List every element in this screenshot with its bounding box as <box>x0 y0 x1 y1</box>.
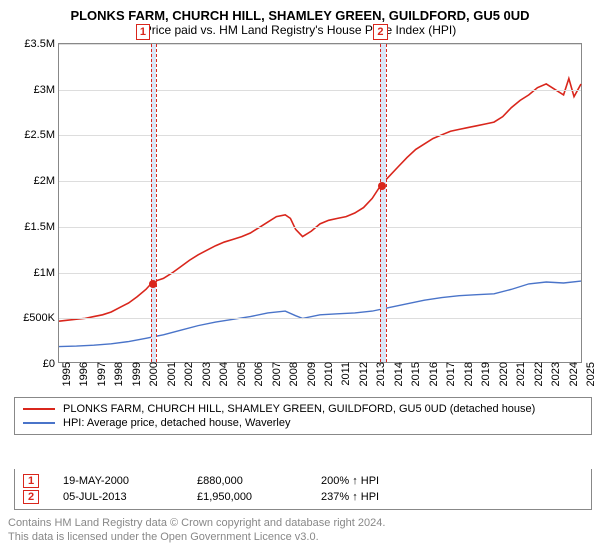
x-tick-label: 2014 <box>391 362 405 386</box>
sale-dot <box>378 182 386 190</box>
sale-marker-label: 1 <box>136 24 150 40</box>
x-tick-label: 2025 <box>583 362 597 386</box>
sale-row: 1 19-MAY-2000 £880,000 200% ↑ HPI <box>23 473 583 489</box>
x-tick-label: 2007 <box>269 362 283 386</box>
chart-area: £0£500K£1M£1.5M£2M£2.5M£3M£3.5M199519961… <box>8 43 592 363</box>
page-subtitle: Price paid vs. HM Land Registry's House … <box>8 23 592 37</box>
sales-table: 1 19-MAY-2000 £880,000 200% ↑ HPI 2 05-JUL-20… <box>14 469 592 510</box>
x-tick-label: 2018 <box>461 362 475 386</box>
gridline <box>59 135 581 136</box>
x-tick-label: 2017 <box>443 362 457 386</box>
footnote-line: Contains HM Land Registry data © Crown c… <box>8 516 592 530</box>
sale-dot <box>149 280 157 288</box>
legend-label: PLONKS FARM, CHURCH HILL, SHAMLEY GREEN,… <box>63 403 535 415</box>
x-tick-label: 1995 <box>59 362 73 386</box>
sale-vs-hpi: 200% ↑ HPI <box>321 475 379 487</box>
y-tick-label: £3.5M <box>24 38 59 50</box>
gridline <box>59 318 581 319</box>
x-tick-label: 2009 <box>304 362 318 386</box>
legend-item: PLONKS FARM, CHURCH HILL, SHAMLEY GREEN,… <box>23 402 583 416</box>
line-series <box>59 44 581 362</box>
y-tick-label: £1M <box>34 267 59 279</box>
x-tick-label: 2012 <box>356 362 370 386</box>
y-tick-label: £2M <box>34 175 59 187</box>
legend: PLONKS FARM, CHURCH HILL, SHAMLEY GREEN,… <box>14 397 592 435</box>
sale-index: 1 <box>23 474 39 488</box>
x-tick-label: 2022 <box>531 362 545 386</box>
x-tick-label: 2001 <box>164 362 178 386</box>
legend-swatch <box>23 422 55 424</box>
sale-index: 2 <box>23 490 39 504</box>
sale-price: £1,950,000 <box>197 491 297 503</box>
series-property <box>59 78 581 321</box>
footnote-line: This data is licensed under the Open Gov… <box>8 530 592 544</box>
y-tick-label: £2.5M <box>24 129 59 141</box>
sale-date: 19-MAY-2000 <box>63 475 173 487</box>
x-tick-label: 2024 <box>566 362 580 386</box>
x-tick-label: 1998 <box>111 362 125 386</box>
x-tick-label: 2006 <box>251 362 265 386</box>
x-tick-label: 2021 <box>513 362 527 386</box>
sale-marker-label: 2 <box>373 24 387 40</box>
series-hpi <box>59 281 581 346</box>
band-edge <box>156 44 157 362</box>
sale-vs-hpi: 237% ↑ HPI <box>321 491 379 503</box>
band-edge <box>386 44 387 362</box>
legend-swatch <box>23 408 55 410</box>
x-tick-label: 2002 <box>181 362 195 386</box>
gridline <box>59 273 581 274</box>
band-edge <box>151 44 152 362</box>
y-tick-label: £500K <box>23 312 59 324</box>
band-edge <box>380 44 381 362</box>
footnote: Contains HM Land Registry data © Crown c… <box>8 516 592 545</box>
x-tick-label: 2008 <box>286 362 300 386</box>
x-tick-label: 2010 <box>321 362 335 386</box>
x-tick-label: 1997 <box>94 362 108 386</box>
sale-row: 2 05-JUL-2013 £1,950,000 237% ↑ HPI <box>23 489 583 505</box>
y-tick-label: £1.5M <box>24 221 59 233</box>
x-tick-label: 2016 <box>426 362 440 386</box>
sale-date: 05-JUL-2013 <box>63 491 173 503</box>
y-tick-label: £3M <box>34 84 59 96</box>
legend-item: HPI: Average price, detached house, Wave… <box>23 416 583 430</box>
gridline <box>59 181 581 182</box>
sale-price: £880,000 <box>197 475 297 487</box>
x-tick-label: 2015 <box>408 362 422 386</box>
x-tick-label: 2023 <box>548 362 562 386</box>
x-tick-label: 2013 <box>373 362 387 386</box>
y-tick-label: £0 <box>43 358 59 370</box>
x-tick-label: 2000 <box>146 362 160 386</box>
plot: £0£500K£1M£1.5M£2M£2.5M£3M£3.5M199519961… <box>58 43 582 363</box>
x-tick-label: 1999 <box>129 362 143 386</box>
x-tick-label: 2005 <box>234 362 248 386</box>
page-title: PLONKS FARM, CHURCH HILL, SHAMLEY GREEN,… <box>8 8 592 23</box>
x-tick-label: 2019 <box>478 362 492 386</box>
x-tick-label: 2004 <box>216 362 230 386</box>
gridline <box>59 227 581 228</box>
gridline <box>59 44 581 45</box>
x-tick-label: 2020 <box>496 362 510 386</box>
x-tick-label: 2011 <box>338 362 352 386</box>
legend-label: HPI: Average price, detached house, Wave… <box>63 417 290 429</box>
x-tick-label: 2003 <box>199 362 213 386</box>
gridline <box>59 90 581 91</box>
x-tick-label: 1996 <box>76 362 90 386</box>
